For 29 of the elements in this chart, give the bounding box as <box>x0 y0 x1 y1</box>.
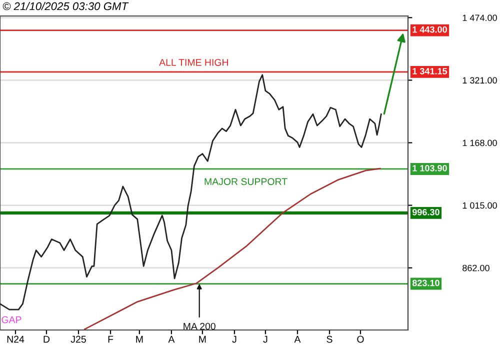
annotation: ALL TIME HIGH <box>159 58 228 66</box>
annotation: MAJOR SUPPORT <box>204 178 288 186</box>
y-tick-label: 862.00 <box>462 264 490 272</box>
y-tick-label: 1 168.00 <box>462 140 497 146</box>
x-tick-label: S <box>326 336 332 343</box>
ref-line-label: 1 443.00 <box>412 26 447 33</box>
x-tick-label: F <box>108 336 114 343</box>
x-tick-label: N24 <box>7 336 24 343</box>
x-tick-label: A <box>168 336 175 343</box>
x-tick-label: J25 <box>70 336 86 343</box>
ref-line-label: 1 341.15 <box>412 68 448 74</box>
x-tick-label: O <box>357 336 364 343</box>
y-tick-label: 1 015.00 <box>462 202 497 209</box>
y-tick-label: 1 321.00 <box>462 77 497 84</box>
line-series <box>0 74 382 310</box>
x-tick-label: A <box>294 336 301 343</box>
chart-subtitle: © 21/10/2025 03:30 GMT <box>2 2 129 10</box>
annotation: GAP <box>2 316 22 324</box>
ref-line-label: 996.30 <box>412 208 440 216</box>
x-tick-label: M <box>199 336 206 343</box>
x-tick-label: M <box>136 336 143 343</box>
line-series <box>84 168 381 330</box>
x-tick-label: J <box>232 336 236 343</box>
x-tick-label: J <box>263 336 268 343</box>
x-tick-label: D <box>44 336 50 343</box>
ref-line-label: 823.10 <box>412 280 440 286</box>
annotation: MA 200 <box>184 322 216 330</box>
y-tick-label: 1 474.00 <box>462 14 497 21</box>
ref-line-label: 1 103.90 <box>412 164 447 172</box>
